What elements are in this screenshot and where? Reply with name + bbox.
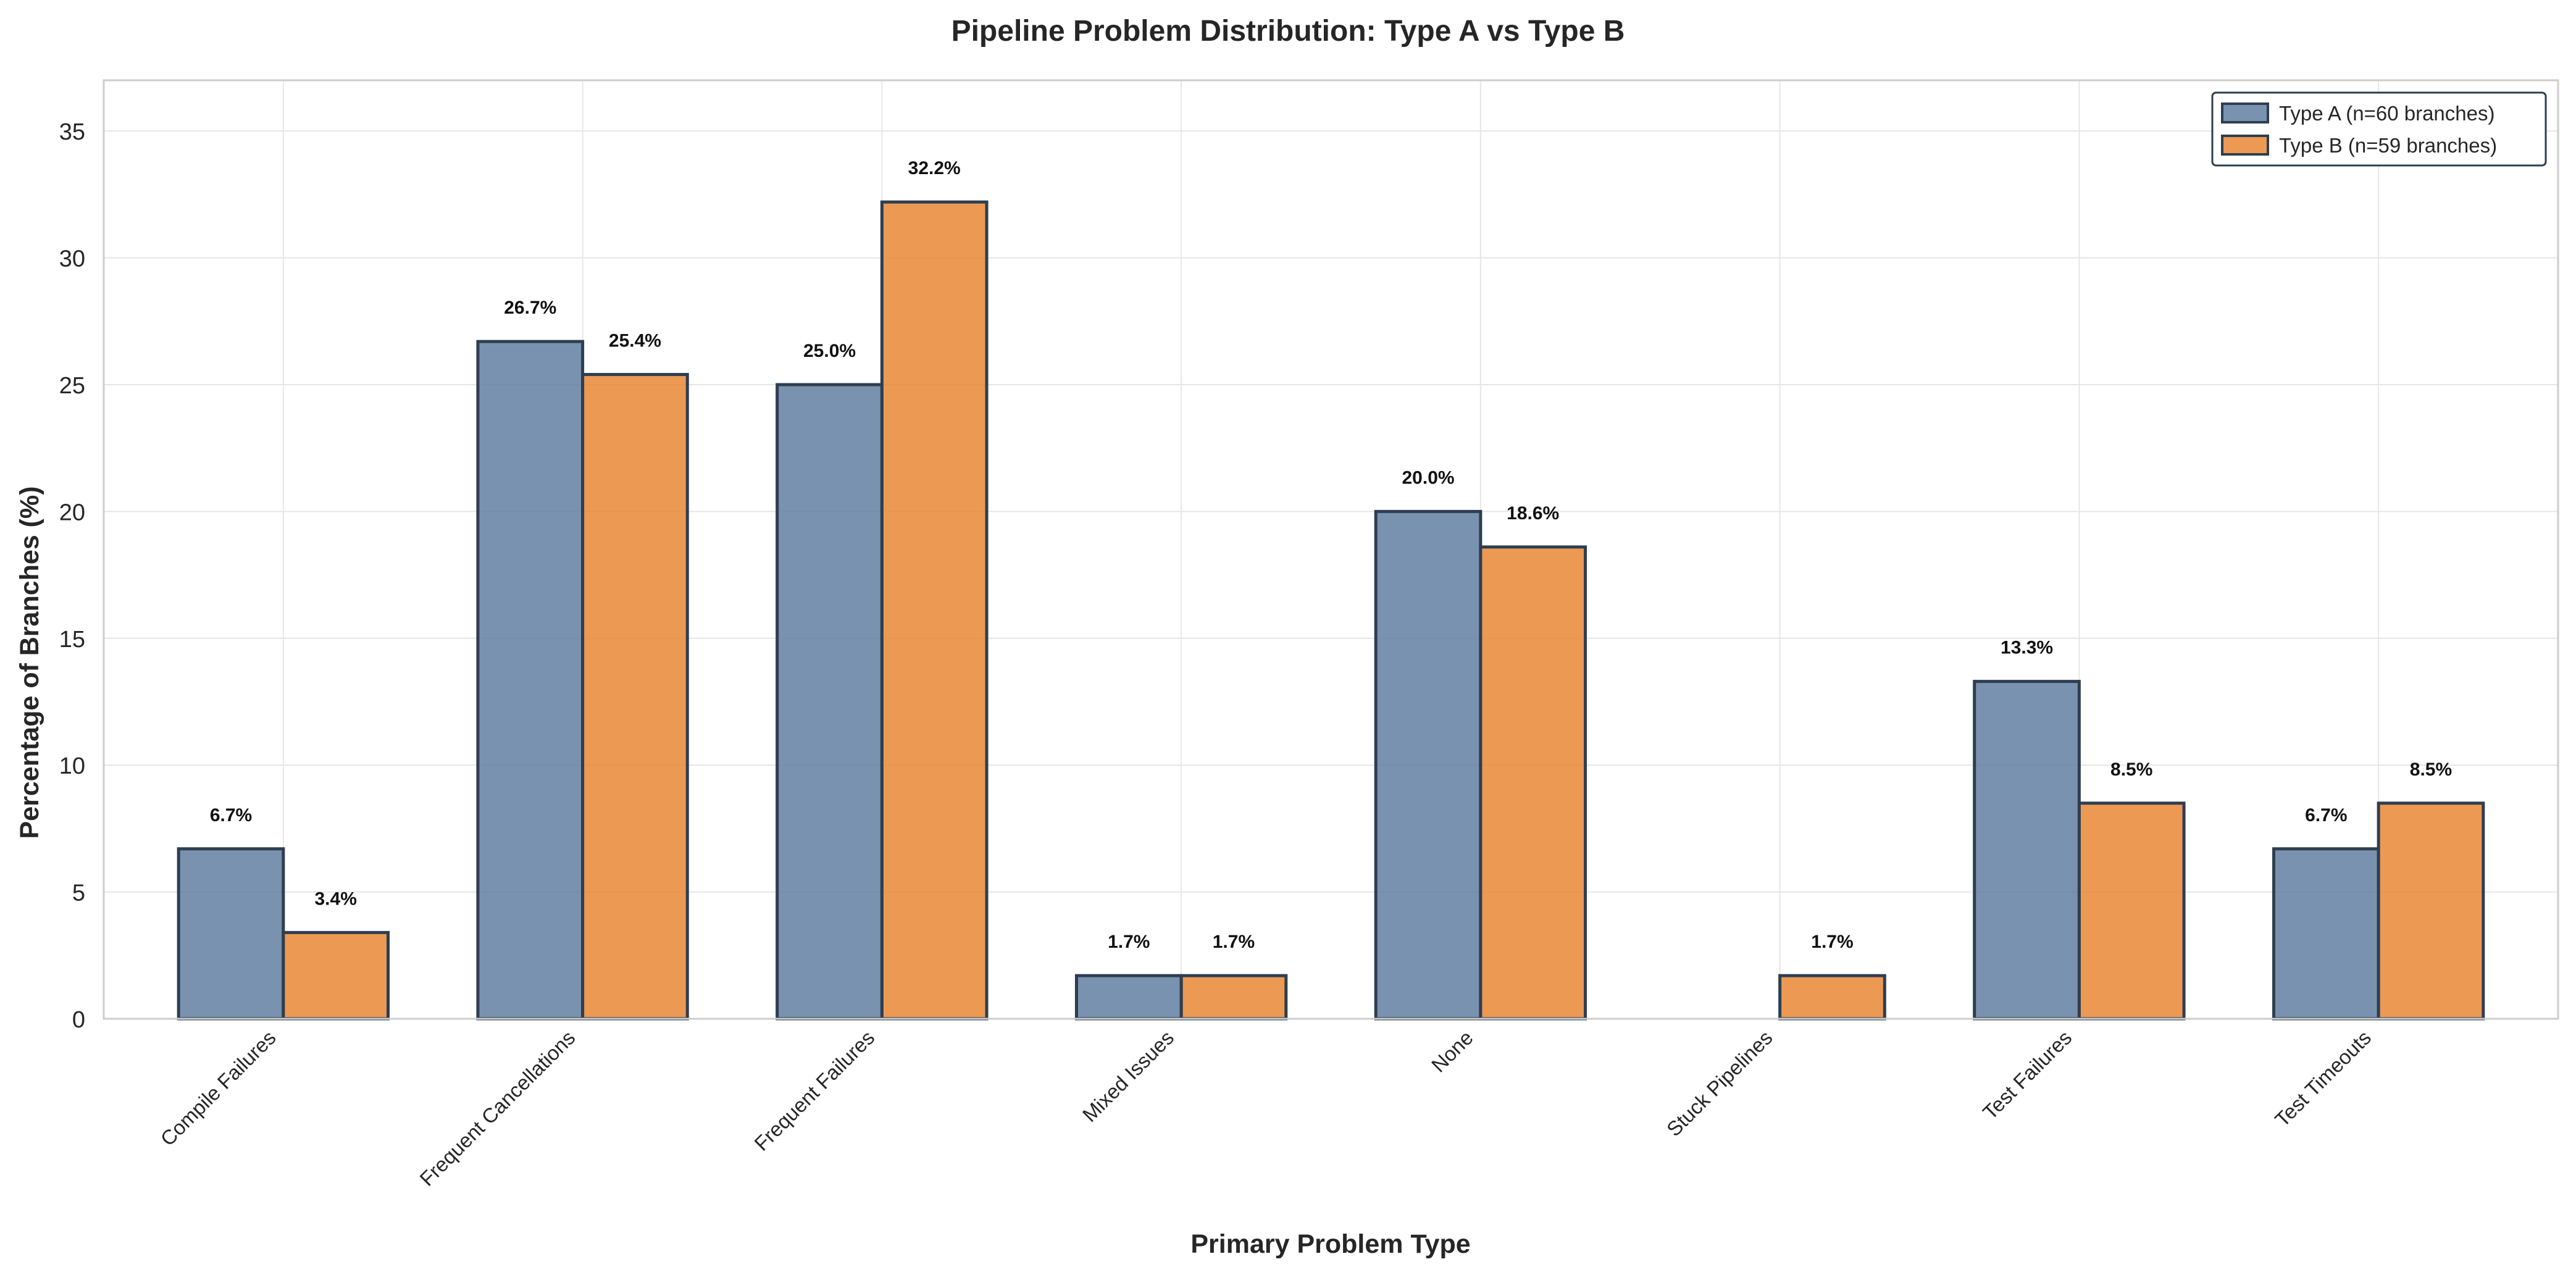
legend-entry: Type B (n=59 branches) <box>2279 134 2497 157</box>
x-tick-label: Compile Failures <box>156 1026 280 1150</box>
grid <box>104 80 2558 1019</box>
bar-type-b <box>1479 545 1587 1021</box>
bar-type-b <box>282 930 390 1021</box>
legend: Type A (n=60 branches) Type B (n=59 branc… <box>2211 91 2547 167</box>
bar-type-a <box>1374 509 1482 1021</box>
bar-value-label: 25.4% <box>609 331 661 351</box>
y-tick-label: 10 <box>59 753 85 779</box>
bar-value-label: 8.5% <box>2410 759 2452 780</box>
bar-value-label: 6.7% <box>2305 805 2347 826</box>
bar-type-a <box>1973 680 2081 1021</box>
bar-value-label: 20.0% <box>1402 467 1455 488</box>
y-tick-label: 0 <box>72 1007 85 1033</box>
y-tick-label: 35 <box>59 119 85 145</box>
bar-value-label: 13.3% <box>2001 638 2053 658</box>
bars <box>177 200 2485 1021</box>
x-axis-ticks: Compile Failures Frequent Cancellations Fr… <box>156 1026 2376 1190</box>
bar-type-a <box>776 383 884 1021</box>
bar-type-a <box>2272 847 2380 1021</box>
legend-swatch <box>2221 135 2269 156</box>
bar-value-label: 32.2% <box>908 158 961 178</box>
bar-value-label: 1.7% <box>1108 932 1150 952</box>
plot-frame <box>102 79 2559 1020</box>
bar-value-label: 26.7% <box>504 298 556 318</box>
x-tick-label: Stuck Pipelines <box>1662 1026 1777 1141</box>
bar-type-a <box>1074 974 1183 1021</box>
bar-type-b <box>581 373 689 1021</box>
bar-value-label: 8.5% <box>2110 759 2152 780</box>
x-tick-label: None <box>1427 1026 1478 1077</box>
bar-type-b <box>2377 801 2485 1021</box>
legend-frame <box>2211 91 2547 167</box>
x-tick-label: Test Failures <box>1978 1026 2076 1124</box>
bar-value-label: 1.7% <box>1213 932 1255 952</box>
bar-type-a <box>476 340 585 1021</box>
y-tick-label: 15 <box>59 627 85 653</box>
y-tick-label: 30 <box>59 246 85 272</box>
x-tick-label: Frequent Cancellations <box>415 1026 579 1190</box>
bar-value-labels: 6.7% 26.7% 25.0% 1.7% 20.0% 13.3% 6.7% 3.4% 25.4… <box>210 158 2452 952</box>
y-tick-label: 5 <box>72 880 85 906</box>
bar-type-b <box>880 200 989 1021</box>
bar-type-b <box>1778 974 1886 1021</box>
y-tick-label: 25 <box>59 373 85 399</box>
bar-value-label: 3.4% <box>314 888 356 909</box>
x-tick-label: Frequent Failures <box>750 1026 879 1155</box>
bar-value-label: 18.6% <box>1507 503 1559 524</box>
bar-value-label: 6.7% <box>210 805 252 826</box>
legend-entry: Type A (n=60 branches) <box>2279 102 2494 125</box>
bar-type-a <box>177 847 285 1021</box>
x-tick-label: Test Timeouts <box>2270 1026 2375 1131</box>
y-axis-ticks: 0 5 10 15 20 25 30 35 <box>59 119 85 1033</box>
x-axis-label: Primary Problem Type <box>1190 1229 1470 1259</box>
y-tick-label: 20 <box>59 500 85 525</box>
bar-value-label: 1.7% <box>1811 932 1853 952</box>
x-tick-label: Mixed Issues <box>1078 1026 1178 1126</box>
bar-type-b <box>2077 801 2186 1021</box>
bar-value-label: 25.0% <box>803 341 856 361</box>
legend-swatch <box>2221 102 2269 123</box>
bar-type-b <box>1179 974 1288 1021</box>
y-axis-label: Percentage of Branches (%) <box>15 486 44 838</box>
chart-title: Pipeline Problem Distribution: Type A vs… <box>951 15 1625 48</box>
